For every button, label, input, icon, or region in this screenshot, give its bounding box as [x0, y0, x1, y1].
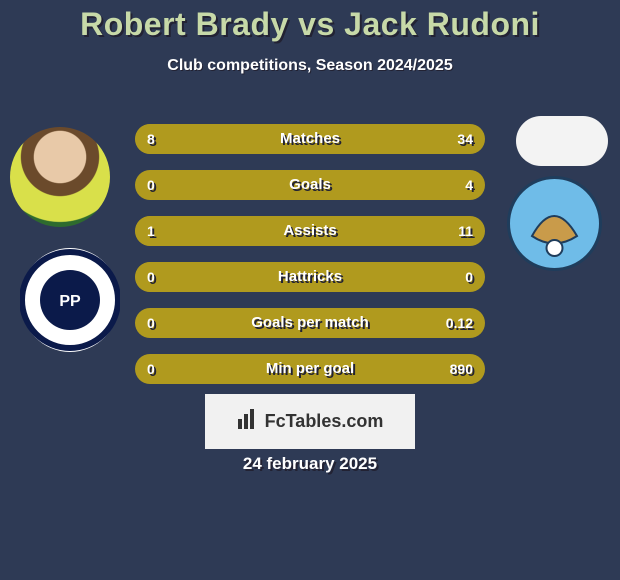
player-photo-right — [516, 116, 608, 166]
fctables-icon — [237, 408, 259, 435]
stat-row: 00Hattricks — [135, 262, 485, 292]
stat-label: Hattricks — [135, 262, 485, 292]
stat-label: Assists — [135, 216, 485, 246]
stat-row: 0890Min per goal — [135, 354, 485, 384]
stat-row: 00.12Goals per match — [135, 308, 485, 338]
stat-row: 834Matches — [135, 124, 485, 154]
stat-label: Goals per match — [135, 308, 485, 338]
club-badge-right — [507, 176, 602, 271]
stat-row: 111Assists — [135, 216, 485, 246]
stat-label: Matches — [135, 124, 485, 154]
club-badge-left: PP — [20, 248, 120, 352]
page-subtitle: Club competitions, Season 2024/2025 — [0, 57, 620, 75]
svg-text:PP: PP — [59, 293, 81, 310]
date-caption: 24 february 2025 — [0, 454, 620, 474]
stat-label: Goals — [135, 170, 485, 200]
stat-label: Min per goal — [135, 354, 485, 384]
player-photo-left — [10, 127, 110, 227]
fctables-link[interactable]: FcTables.com — [205, 394, 415, 449]
page-title: Robert Brady vs Jack Rudoni — [0, 0, 620, 43]
stats-bars: 834Matches 04Goals 111Assists 00Hattricks 00… — [135, 124, 485, 400]
stat-row: 04Goals — [135, 170, 485, 200]
fctables-label: FcTables.com — [265, 411, 384, 432]
comparison-infographic: Robert Brady vs Jack Rudoni Club competi… — [0, 0, 620, 580]
